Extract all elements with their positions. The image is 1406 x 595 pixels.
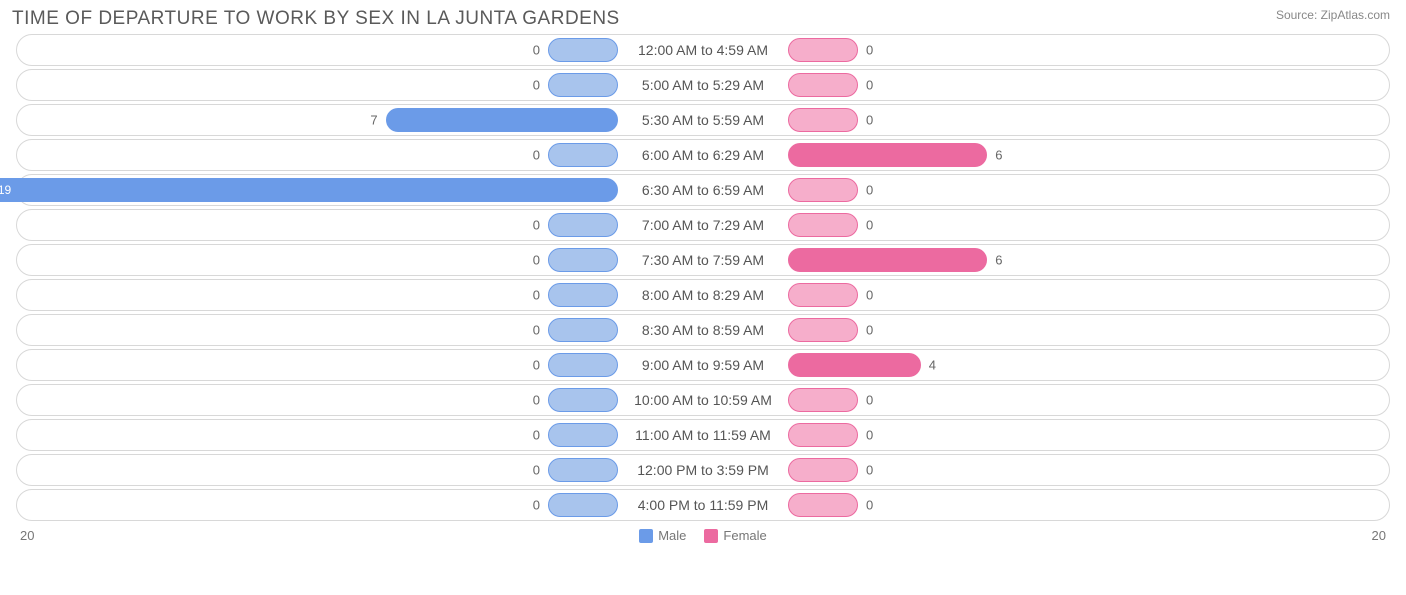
row-label: 7:00 AM to 7:29 AM (632, 217, 774, 233)
bar-female (788, 73, 858, 97)
bar-male (548, 388, 618, 412)
value-female: 0 (866, 323, 873, 338)
legend-item-female: Female (704, 528, 766, 543)
value-female: 0 (866, 218, 873, 233)
legend: Male Female (639, 528, 767, 543)
value-male: 0 (533, 288, 540, 303)
row-label: 7:30 AM to 7:59 AM (632, 252, 774, 268)
value-female: 0 (866, 428, 873, 443)
value-female: 0 (866, 43, 873, 58)
bar-male (548, 283, 618, 307)
chart-row: 0 0 8:00 AM to 8:29 AM (16, 279, 1390, 311)
axis-max-left: 20 (20, 528, 34, 543)
value-female: 0 (866, 463, 873, 478)
chart-header: TIME OF DEPARTURE TO WORK BY SEX IN LA J… (0, 0, 1406, 34)
chart-row: 1906:30 AM to 6:59 AM (16, 174, 1390, 206)
row-label: 12:00 AM to 4:59 AM (628, 42, 778, 58)
chart-row: 0 0 4:00 PM to 11:59 PM (16, 489, 1390, 521)
chart-row: 0 0 11:00 AM to 11:59 AM (16, 419, 1390, 451)
chart-row: 0 0 8:30 AM to 8:59 AM (16, 314, 1390, 346)
chart-footer: 20 Male Female 20 (0, 524, 1406, 543)
row-label: 5:30 AM to 5:59 AM (632, 112, 774, 128)
value-female: 0 (866, 183, 873, 198)
bar-female (788, 283, 858, 307)
value-male: 0 (533, 148, 540, 163)
value-male: 19 (0, 183, 11, 197)
chart-row: 0 0 7:00 AM to 7:29 AM (16, 209, 1390, 241)
bar-male (548, 73, 618, 97)
bar-male (0, 178, 618, 202)
value-male: 0 (533, 43, 540, 58)
axis-max-right: 20 (1372, 528, 1386, 543)
value-male: 0 (533, 323, 540, 338)
bar-male (548, 458, 618, 482)
value-male: 0 (533, 428, 540, 443)
value-female: 0 (866, 498, 873, 513)
value-male: 0 (533, 218, 540, 233)
legend-label-female: Female (723, 528, 766, 543)
bar-female (788, 248, 987, 272)
value-male: 0 (533, 498, 540, 513)
row-label: 6:00 AM to 6:29 AM (632, 147, 774, 163)
bar-female (788, 143, 987, 167)
legend-label-male: Male (658, 528, 686, 543)
bar-female (788, 213, 858, 237)
bar-male (548, 423, 618, 447)
bar-male (548, 318, 618, 342)
value-female: 0 (866, 393, 873, 408)
bar-male (548, 493, 618, 517)
value-male: 0 (533, 393, 540, 408)
value-female: 6 (995, 253, 1002, 268)
row-label: 11:00 AM to 11:59 AM (625, 427, 781, 443)
chart-row: 0 4 9:00 AM to 9:59 AM (16, 349, 1390, 381)
bar-female (788, 423, 858, 447)
chart-row: 0 0 5:00 AM to 5:29 AM (16, 69, 1390, 101)
bar-female (788, 388, 858, 412)
legend-item-male: Male (639, 528, 686, 543)
value-female: 0 (866, 113, 873, 128)
bar-male (548, 213, 618, 237)
value-female: 0 (866, 288, 873, 303)
value-male: 0 (533, 463, 540, 478)
swatch-female (704, 529, 718, 543)
row-label: 10:00 AM to 10:59 AM (624, 392, 782, 408)
row-label: 9:00 AM to 9:59 AM (632, 357, 774, 373)
value-female: 6 (995, 148, 1002, 163)
value-male: 0 (533, 78, 540, 93)
row-label: 12:00 PM to 3:59 PM (627, 462, 779, 478)
chart-row: 0 0 12:00 PM to 3:59 PM (16, 454, 1390, 486)
bar-male (386, 108, 618, 132)
row-label: 8:00 AM to 8:29 AM (632, 287, 774, 303)
value-male: 7 (370, 113, 377, 128)
chart-area: 0 0 12:00 AM to 4:59 AM 0 0 5:00 AM to 5:29 A… (0, 34, 1406, 521)
bar-female (788, 108, 858, 132)
chart-title: TIME OF DEPARTURE TO WORK BY SEX IN LA J… (12, 8, 620, 30)
value-female: 4 (929, 358, 936, 373)
swatch-male (639, 529, 653, 543)
chart-row: 0 6 7:30 AM to 7:59 AM (16, 244, 1390, 276)
bar-female (788, 458, 858, 482)
row-label: 4:00 PM to 11:59 PM (628, 497, 778, 513)
bar-male (548, 38, 618, 62)
bar-male (548, 143, 618, 167)
bar-male (548, 353, 618, 377)
chart-row: 0 6 6:00 AM to 6:29 AM (16, 139, 1390, 171)
row-label: 5:00 AM to 5:29 AM (632, 77, 774, 93)
bar-female (788, 178, 858, 202)
chart-row: 7 0 5:30 AM to 5:59 AM (16, 104, 1390, 136)
row-label: 6:30 AM to 6:59 AM (632, 182, 774, 198)
bar-female (788, 318, 858, 342)
bar-female (788, 493, 858, 517)
chart-source: Source: ZipAtlas.com (1276, 8, 1390, 22)
bar-female (788, 38, 858, 62)
bar-female (788, 353, 921, 377)
value-female: 0 (866, 78, 873, 93)
row-label: 8:30 AM to 8:59 AM (632, 322, 774, 338)
value-male: 0 (533, 358, 540, 373)
chart-row: 0 0 10:00 AM to 10:59 AM (16, 384, 1390, 416)
bar-male (548, 248, 618, 272)
chart-row: 0 0 12:00 AM to 4:59 AM (16, 34, 1390, 66)
value-male: 0 (533, 253, 540, 268)
